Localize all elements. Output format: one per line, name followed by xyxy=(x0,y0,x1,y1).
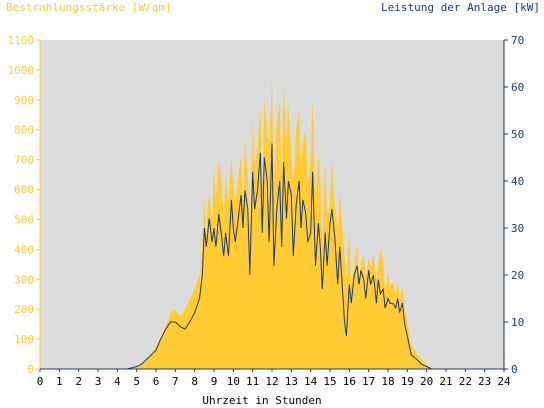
x-tick-label: 14 xyxy=(304,375,318,388)
right-axis-title: Leistung der Anlage [kW] xyxy=(381,1,540,14)
x-ticks: 0 1 2 3 4 5 6 7 8 9 10 11 12 13 14 15 16 17 18 19 20 21 22 23 24 xyxy=(37,369,511,388)
x-tick-label: 1 xyxy=(56,375,63,388)
x-tick-label: 3 xyxy=(95,375,102,388)
right-tick-label: 70 xyxy=(511,34,524,47)
right-ticks: 0 10 20 30 40 50 60 70 xyxy=(504,34,524,376)
x-tick-label: 11 xyxy=(246,375,259,388)
x-tick-label: 15 xyxy=(323,375,336,388)
left-tick-label: 900 xyxy=(14,94,34,107)
left-tick-label: 200 xyxy=(14,303,34,316)
right-tick-label: 10 xyxy=(511,316,524,329)
right-tick-label: 40 xyxy=(511,175,524,188)
left-axis-title: Bestrahlungsstärke [W/qm] xyxy=(6,1,172,14)
x-tick-label: 13 xyxy=(285,375,298,388)
x-tick-label: 23 xyxy=(478,375,491,388)
power-line xyxy=(40,143,504,370)
right-tick-label: 30 xyxy=(511,222,524,235)
right-tick-label: 60 xyxy=(511,81,524,94)
left-tick-label: 0 xyxy=(27,363,34,376)
left-tick-label: 300 xyxy=(14,273,34,286)
x-tick-label: 6 xyxy=(153,375,160,388)
x-tick-label: 22 xyxy=(459,375,472,388)
x-tick-label: 10 xyxy=(227,375,240,388)
right-tick-label: 20 xyxy=(511,269,524,282)
x-tick-label: 4 xyxy=(114,375,121,388)
left-tick-label: 400 xyxy=(14,243,34,256)
x-tick-label: 2 xyxy=(75,375,82,388)
left-tick-label: 500 xyxy=(14,213,34,226)
left-tick-label: 1000 xyxy=(8,64,35,77)
left-tick-label: 700 xyxy=(14,154,34,167)
x-tick-label: 17 xyxy=(362,375,375,388)
x-tick-label: 20 xyxy=(420,375,433,388)
x-tick-label: 18 xyxy=(381,375,394,388)
left-tick-label: 800 xyxy=(14,124,34,137)
x-tick-label: 19 xyxy=(401,375,414,388)
x-axis-label: Uhrzeit in Stunden xyxy=(202,394,321,407)
left-tick-label: 600 xyxy=(14,184,34,197)
x-tick-label: 24 xyxy=(497,375,511,388)
x-tick-label: 7 xyxy=(172,375,179,388)
x-tick-label: 16 xyxy=(343,375,356,388)
right-tick-label: 0 xyxy=(511,363,518,376)
right-tick-label: 50 xyxy=(511,128,524,141)
x-tick-label: 5 xyxy=(133,375,140,388)
x-tick-label: 0 xyxy=(37,375,44,388)
left-tick-label: 100 xyxy=(14,333,34,346)
left-tick-label: 1100 xyxy=(8,34,35,47)
x-tick-label: 21 xyxy=(439,375,452,388)
series-layer xyxy=(40,81,504,370)
x-tick-label: 8 xyxy=(191,375,198,388)
left-ticks: 0 100 200 300 400 500 600 700 800 900 1000 1100 xyxy=(8,34,40,376)
x-tick-label: 9 xyxy=(211,375,218,388)
x-tick-label: 12 xyxy=(265,375,278,388)
